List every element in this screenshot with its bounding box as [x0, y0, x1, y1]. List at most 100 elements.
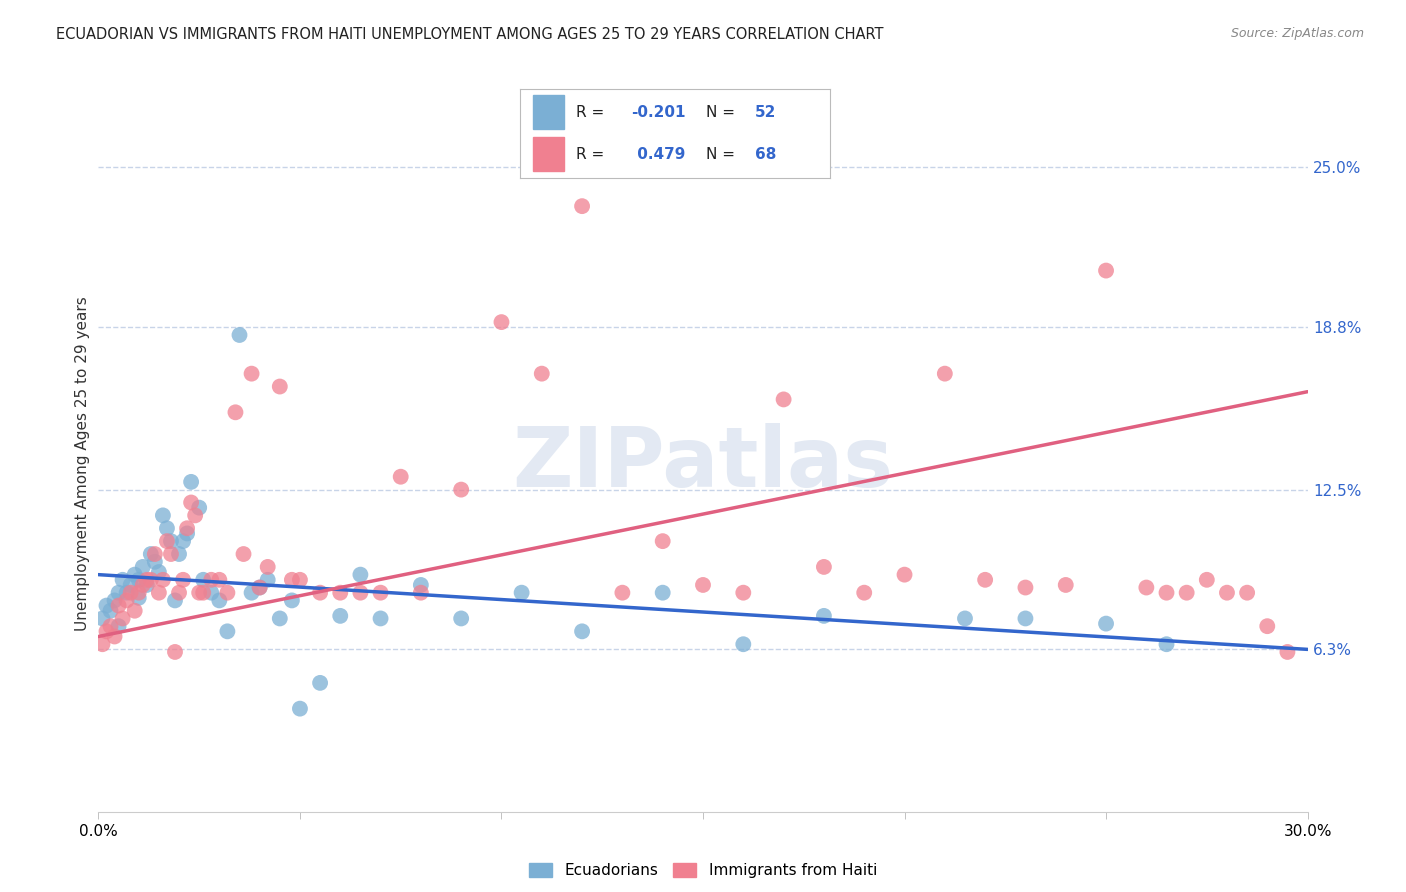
Point: [115, 593, 138, 607]
Point: [96, 599, 118, 613]
Point: [733, 637, 755, 651]
Point: [184, 508, 207, 523]
Point: [256, 573, 278, 587]
Point: [120, 585, 142, 599]
Bar: [533, 137, 564, 171]
Point: [124, 567, 146, 582]
Point: [172, 534, 194, 549]
Point: [309, 585, 332, 599]
Text: R =: R =: [576, 147, 609, 161]
Point: [1195, 573, 1218, 587]
Point: [217, 585, 239, 599]
Point: [128, 585, 150, 599]
Bar: [533, 95, 564, 129]
Point: [107, 619, 129, 633]
Point: [349, 567, 371, 582]
Point: [172, 573, 194, 587]
Point: [115, 585, 138, 599]
Point: [176, 521, 198, 535]
Point: [152, 508, 174, 523]
Point: [1277, 645, 1299, 659]
Point: [853, 585, 876, 599]
Point: [188, 500, 211, 515]
Point: [733, 585, 755, 599]
Point: [612, 585, 634, 599]
Text: N =: N =: [706, 105, 740, 120]
Point: [91, 611, 114, 625]
Text: N =: N =: [706, 147, 740, 161]
Point: [409, 578, 432, 592]
Text: ZIPatlas: ZIPatlas: [513, 424, 893, 504]
Point: [349, 585, 371, 599]
Point: [389, 469, 412, 483]
Text: -0.201: -0.201: [631, 105, 686, 120]
Text: R =: R =: [576, 105, 609, 120]
Point: [180, 475, 202, 489]
Point: [1054, 578, 1077, 592]
Text: 52: 52: [755, 105, 776, 120]
Point: [1014, 611, 1036, 625]
Point: [180, 495, 202, 509]
Point: [1095, 616, 1118, 631]
Point: [934, 367, 956, 381]
Point: [893, 567, 915, 582]
Point: [208, 593, 231, 607]
Point: [160, 547, 183, 561]
Text: 68: 68: [755, 147, 776, 161]
Point: [167, 585, 190, 599]
Point: [128, 573, 150, 587]
Point: [1095, 263, 1118, 277]
Point: [103, 630, 125, 644]
Point: [288, 701, 311, 715]
Point: [160, 534, 183, 549]
Point: [530, 367, 553, 381]
Point: [224, 405, 246, 419]
Point: [1014, 581, 1036, 595]
Point: [100, 619, 122, 633]
Point: [128, 591, 150, 605]
Point: [450, 611, 472, 625]
Point: [309, 676, 332, 690]
Point: [217, 624, 239, 639]
Point: [1216, 585, 1239, 599]
Point: [167, 547, 190, 561]
Point: [148, 585, 170, 599]
Point: [188, 585, 211, 599]
Point: [111, 573, 134, 587]
Point: [281, 593, 304, 607]
Point: [409, 585, 432, 599]
Point: [281, 573, 304, 587]
Point: [1236, 585, 1258, 599]
Y-axis label: Unemployment Among Ages 25 to 29 years: Unemployment Among Ages 25 to 29 years: [75, 296, 90, 632]
Point: [813, 608, 835, 623]
Point: [152, 573, 174, 587]
Point: [1175, 585, 1198, 599]
Point: [132, 560, 155, 574]
Point: [692, 578, 714, 592]
Point: [370, 585, 392, 599]
Point: [200, 573, 222, 587]
Point: [288, 573, 311, 587]
Point: [200, 585, 222, 599]
Point: [1135, 581, 1157, 595]
Point: [208, 573, 231, 587]
Point: [240, 367, 263, 381]
Point: [249, 581, 271, 595]
Point: [228, 328, 250, 343]
Point: [772, 392, 794, 407]
Text: ECUADORIAN VS IMMIGRANTS FROM HAITI UNEMPLOYMENT AMONG AGES 25 TO 29 YEARS CORRE: ECUADORIAN VS IMMIGRANTS FROM HAITI UNEM…: [56, 27, 884, 42]
Point: [103, 593, 125, 607]
Point: [370, 611, 392, 625]
Point: [651, 534, 673, 549]
Point: [132, 578, 155, 592]
Point: [974, 573, 997, 587]
Point: [240, 585, 263, 599]
Point: [329, 585, 352, 599]
Point: [156, 521, 179, 535]
Point: [176, 526, 198, 541]
Point: [111, 611, 134, 625]
Point: [1156, 637, 1178, 651]
Legend: Ecuadorians, Immigrants from Haiti: Ecuadorians, Immigrants from Haiti: [523, 857, 883, 884]
Point: [269, 611, 291, 625]
Point: [571, 199, 593, 213]
